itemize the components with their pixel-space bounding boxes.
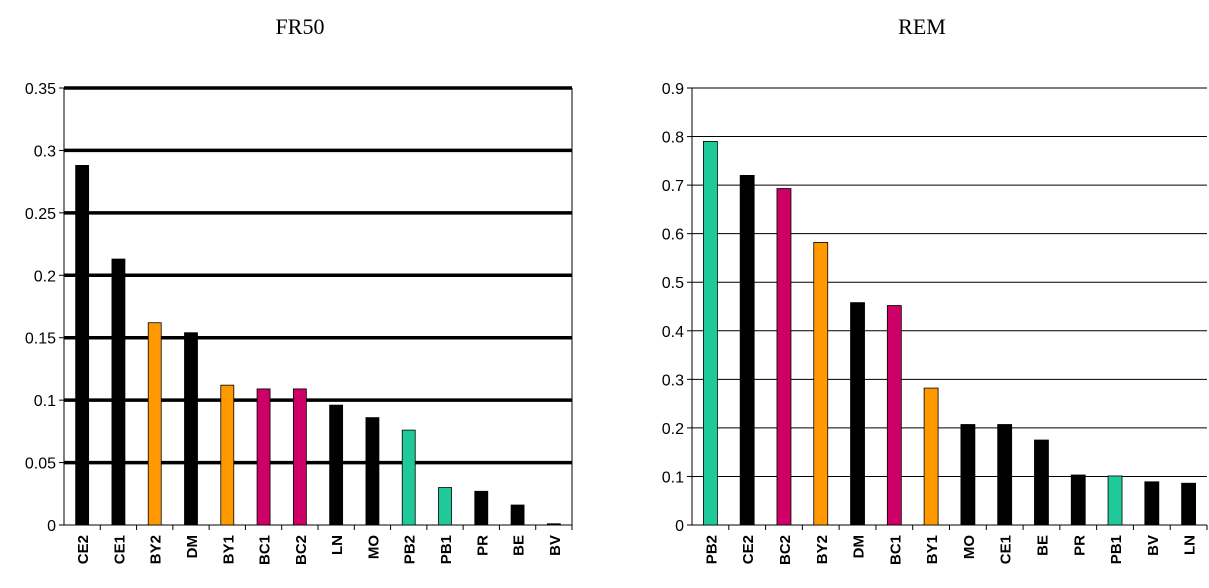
fr50-y-tick-label: 0.05 bbox=[25, 456, 56, 473]
rem-bar-ln bbox=[1181, 482, 1197, 526]
fr50-category-label: DM bbox=[184, 535, 201, 558]
rem-y-tick-label: 0.4 bbox=[662, 324, 684, 341]
fr50-category-label: CE2 bbox=[75, 535, 92, 564]
fr50-bar-ln bbox=[329, 404, 344, 526]
rem-bar-ce1 bbox=[997, 424, 1013, 526]
rem-bar-mo bbox=[960, 424, 976, 526]
rem-category-label: BE bbox=[1034, 535, 1051, 556]
rem-chart: REM 0 0.1 0.2 0.3 0.4 0.5 0.6 0.7 0.8 0.9 PB2 CE2 BC2… bbox=[662, 14, 1208, 565]
fr50-category-label: PB1 bbox=[438, 535, 455, 564]
fr50-y-tick-label: 0 bbox=[47, 518, 56, 535]
fr50-bar-pr bbox=[474, 490, 489, 526]
rem-category-label: PB2 bbox=[703, 535, 720, 564]
rem-bar-bv bbox=[1144, 481, 1160, 526]
rem-y-tick-label: 0.6 bbox=[662, 227, 684, 244]
rem-category-label: PB1 bbox=[1108, 535, 1125, 564]
fr50-category-label: CE1 bbox=[111, 535, 128, 564]
rem-bar-be bbox=[1034, 439, 1049, 526]
rem-y-tick-label: 0.5 bbox=[662, 275, 684, 292]
fr50-bar-pb1 bbox=[438, 487, 452, 526]
rem-bar-bc1 bbox=[886, 305, 902, 526]
fr50-y-tick-label: 0.2 bbox=[34, 268, 56, 285]
rem-bar-pr bbox=[1070, 474, 1086, 526]
rem-chart-title: REM bbox=[898, 14, 946, 39]
fr50-category-label: MO bbox=[365, 535, 382, 559]
rem-bar-pb2 bbox=[702, 141, 718, 526]
fr50-category-label: BC1 bbox=[257, 535, 274, 565]
fr50-bar-ce2 bbox=[75, 165, 90, 526]
rem-category-label: MO bbox=[961, 535, 978, 559]
fr50-y-tick-label: 0.15 bbox=[25, 331, 56, 348]
rem-category-label: PR bbox=[1071, 535, 1088, 556]
fr50-chart: FR50 0 0.05 0.1 0.15 0.2 0.25 0.3 0.35 CE2 CE1 BY2 D… bbox=[25, 14, 573, 565]
rem-y-tick-label: 0 bbox=[675, 518, 684, 535]
fr50-bar-mo bbox=[365, 417, 380, 526]
rem-bar-bc2 bbox=[776, 188, 792, 526]
fr50-category-label: BV bbox=[547, 535, 564, 556]
fr50-bar-by1 bbox=[220, 384, 235, 526]
fr50-bar-dm bbox=[184, 332, 198, 526]
fr50-y-tick-label: 0.35 bbox=[25, 81, 56, 98]
rem-y-tick-label: 0.9 bbox=[662, 81, 684, 98]
fr50-category-label: PB2 bbox=[402, 535, 419, 564]
rem-bar-pb1 bbox=[1107, 475, 1123, 526]
fr50-bar-pb2 bbox=[401, 429, 416, 526]
rem-category-label: BC1 bbox=[887, 535, 904, 565]
fr50-bar-be bbox=[510, 504, 525, 526]
rem-y-tick-label: 0.1 bbox=[662, 469, 684, 486]
fr50-bar-by2 bbox=[147, 322, 162, 526]
rem-category-label: CE2 bbox=[740, 535, 757, 564]
fr50-category-label: LN bbox=[329, 535, 346, 555]
rem-bar-dm bbox=[850, 302, 865, 526]
fr50-category-label: BY1 bbox=[220, 535, 237, 564]
fr50-category-label: PR bbox=[474, 535, 491, 556]
rem-y-tick-label: 0.7 bbox=[662, 178, 684, 195]
rem-category-label: BV bbox=[1145, 535, 1162, 556]
fr50-category-label: BC2 bbox=[293, 535, 310, 565]
rem-category-label: LN bbox=[1182, 535, 1199, 555]
rem-y-tick-label: 0.3 bbox=[662, 372, 684, 389]
fr50-y-tick-label: 0.1 bbox=[34, 393, 56, 410]
rem-category-label: CE1 bbox=[998, 535, 1015, 564]
rem-bar-by1 bbox=[923, 387, 939, 526]
fr50-chart-title: FR50 bbox=[276, 14, 325, 39]
rem-y-tick-label: 0.8 bbox=[662, 130, 684, 147]
rem-category-label: BY1 bbox=[924, 535, 941, 564]
fr50-y-tick-label: 0.3 bbox=[34, 143, 56, 160]
rem-category-label: BY2 bbox=[814, 535, 831, 564]
fr50-category-label: BY2 bbox=[148, 535, 165, 564]
rem-y-tick-label: 0.2 bbox=[662, 421, 684, 438]
fr50-category-label: BE bbox=[511, 535, 528, 556]
fr50-bar-bc2 bbox=[292, 388, 307, 526]
fr50-y-tick-label: 0.25 bbox=[25, 206, 56, 223]
rem-bar-ce2 bbox=[739, 174, 755, 526]
fr50-bar-bc1 bbox=[256, 388, 271, 526]
rem-category-label: DM bbox=[851, 535, 868, 558]
rem-category-label: BC2 bbox=[777, 535, 794, 565]
fr50-bar-ce1 bbox=[111, 258, 126, 526]
fr50-bar-bv bbox=[546, 523, 561, 526]
rem-bar-by2 bbox=[813, 242, 829, 526]
